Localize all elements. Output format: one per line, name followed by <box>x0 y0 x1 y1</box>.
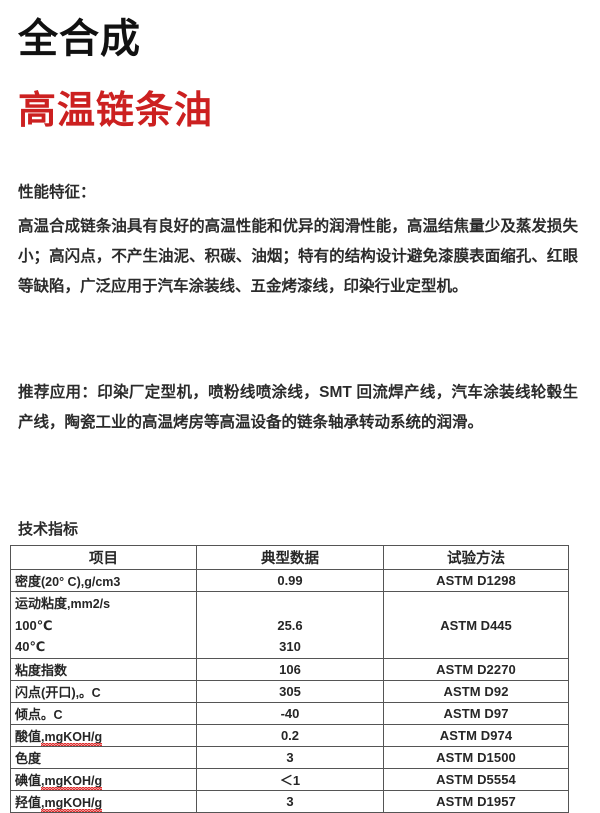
spec-item-cell: 色度 <box>10 746 197 769</box>
spec-value-cell: 0.2 <box>196 724 384 747</box>
features-paragraph: 高温合成链条油具有良好的高温性能和优异的润滑性能，高温结焦量少及蒸发损失小；高闪… <box>18 218 578 295</box>
spellcheck-underline: ,mgKOH/g <box>41 796 103 812</box>
spec-value-cell: 0.99 <box>196 569 384 592</box>
spec-method-cell: ASTM D5554 <box>383 768 569 791</box>
spec-item-cell: 酸值,mgKOH/g <box>10 724 197 747</box>
spec-item-line: 运动粘度,mm2/s <box>15 596 111 611</box>
spec-table-container: 项目 典型数据 试验方法 密度(20° C),g/cm3 0.99 ASTM D12… <box>10 545 569 813</box>
table-row: 碘值,mgKOH/g ＜1 ASTM D5554 <box>10 768 569 791</box>
spec-method-cell: ASTM D97 <box>383 702 569 725</box>
table-row: 酸值,mgKOH/g 0.2 ASTM D974 <box>10 724 569 747</box>
spec-item-cell: 密度(20° C),g/cm3 <box>10 569 197 592</box>
spec-method-cell: ASTM D445 <box>383 591 569 659</box>
spec-value-line: 25.6 <box>277 617 303 633</box>
spec-item-cell: 运动粘度,mm2/s 100℃ 40℃ <box>10 591 197 659</box>
spec-section-label: 技术指标 <box>18 521 79 538</box>
spec-item-unit: ,。C <box>75 686 101 700</box>
spellcheck-underline: ,mgKOH/g <box>41 730 103 746</box>
spec-item-cell: 倾点。C <box>10 702 197 725</box>
spec-item-unit: (20° C),g/cm3 <box>41 575 121 589</box>
spec-value-cell: 25.6 310 <box>196 591 384 659</box>
column-header-value: 典型数据 <box>196 545 384 570</box>
recommended-usage-paragraph: 推荐应用：印染厂定型机，喷粉线喷涂线，SMT 回流焊产线，汽车涂装线轮毂生产线，… <box>18 384 578 431</box>
spec-value-cell: 305 <box>196 680 384 703</box>
spec-item-line: 40℃ <box>15 639 46 654</box>
spec-method-cell: ASTM D1957 <box>383 790 569 813</box>
spec-value-cell: 3 <box>196 790 384 813</box>
spec-value-cell: 106 <box>196 658 384 681</box>
spec-item-cell: 碘值,mgKOH/g <box>10 768 197 791</box>
table-header-row: 项目 典型数据 试验方法 <box>10 545 569 570</box>
spec-method-cell: ASTM D2270 <box>383 658 569 681</box>
spec-item-cell: 粘度指数 <box>10 658 197 681</box>
spec-item-line: 100℃ <box>15 618 53 633</box>
table-row: 运动粘度,mm2/s 100℃ 40℃ 25.6 310 ASTM D445 <box>10 591 569 659</box>
table-body: 密度(20° C),g/cm3 0.99 ASTM D1298 运动粘度,mm2/s 1… <box>10 569 569 813</box>
table-row: 密度(20° C),g/cm3 0.99 ASTM D1298 <box>10 569 569 592</box>
table-row: 倾点。C -40 ASTM D97 <box>10 702 569 725</box>
table-row: 粘度指数 106 ASTM D2270 <box>10 658 569 681</box>
table-row: 色度 3 ASTM D1500 <box>10 746 569 769</box>
spec-value-cell: ＜1 <box>196 768 384 791</box>
spellcheck-underline: ,mgKOH/g <box>41 774 103 790</box>
column-header-method: 试验方法 <box>383 545 569 570</box>
table-row: 羟值,mgKOH/g 3 ASTM D1957 <box>10 790 569 813</box>
spec-item-cell: 闪点(开口),。C <box>10 680 197 703</box>
spec-value-line: 310 <box>279 638 301 654</box>
spec-item-unit: 。C <box>41 708 63 722</box>
spec-item-cell: 羟值,mgKOH/g <box>10 790 197 813</box>
spec-method-cell: ASTM D974 <box>383 724 569 747</box>
table-row: 闪点(开口),。C 305 ASTM D92 <box>10 680 569 703</box>
spec-method-cell: ASTM D1298 <box>383 569 569 592</box>
column-header-item: 项目 <box>10 545 197 570</box>
product-title-sub: 高温链条油 <box>18 90 214 132</box>
spec-value-cell: 3 <box>196 746 384 769</box>
technical-spec-table: 项目 典型数据 试验方法 密度(20° C),g/cm3 0.99 ASTM D12… <box>10 545 569 813</box>
features-section-label: 性能特征： <box>18 184 96 201</box>
product-title-main: 全合成 <box>18 17 141 61</box>
spec-method-cell: ASTM D1500 <box>383 746 569 769</box>
spec-value-cell: -40 <box>196 702 384 725</box>
spec-method-cell: ASTM D92 <box>383 680 569 703</box>
